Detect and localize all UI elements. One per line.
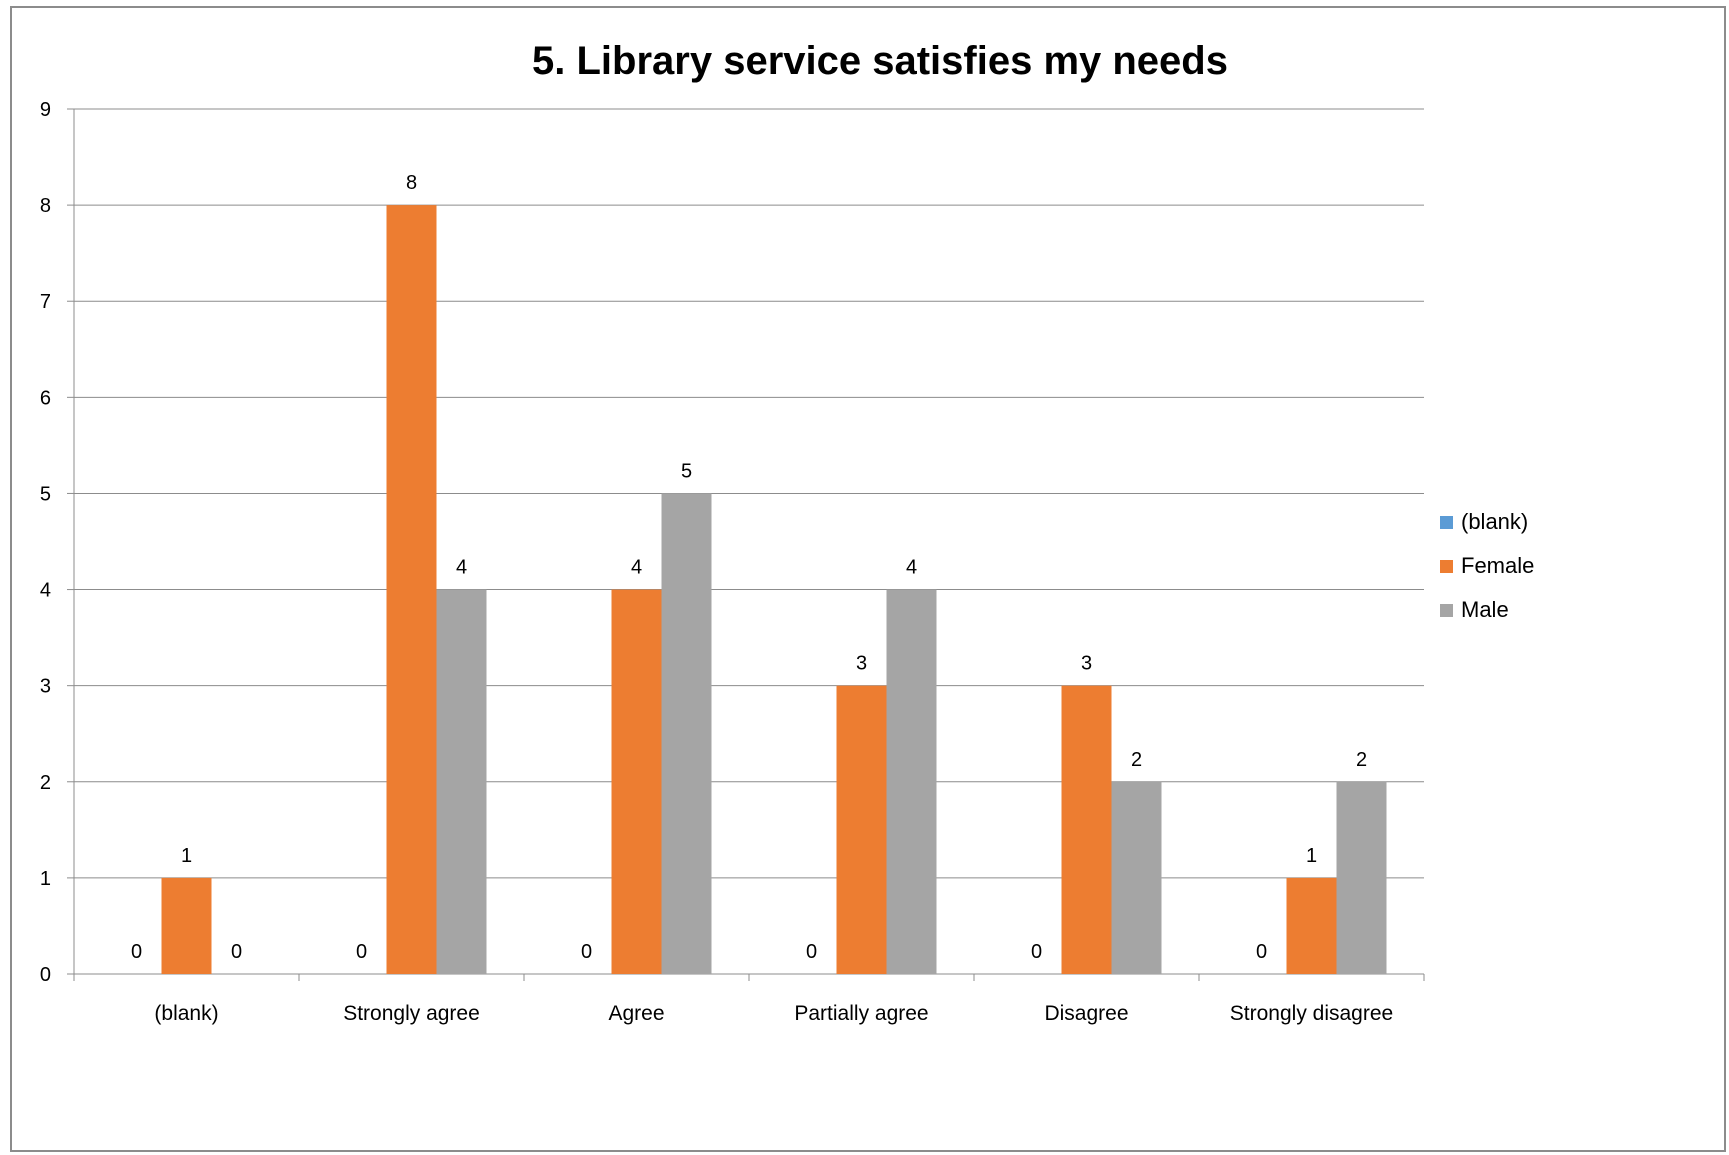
y-tick-label: 1 bbox=[40, 868, 51, 890]
category-label: Agree bbox=[608, 1002, 664, 1025]
bar bbox=[1061, 685, 1112, 974]
y-tick-label: 5 bbox=[40, 483, 51, 505]
y-tick-label: 0 bbox=[40, 964, 51, 986]
category-label: Strongly disagree bbox=[1230, 1002, 1393, 1025]
data-label: 3 bbox=[1081, 653, 1092, 675]
data-label: 4 bbox=[456, 557, 467, 579]
data-label: 8 bbox=[406, 172, 417, 194]
category-label: Strongly agree bbox=[343, 1002, 480, 1025]
bar bbox=[1286, 877, 1337, 974]
chart-title: 5. Library service satisfies my needs bbox=[532, 39, 1228, 83]
y-tick-label: 2 bbox=[40, 772, 51, 794]
data-label: 1 bbox=[181, 845, 192, 867]
data-label: 0 bbox=[581, 941, 592, 963]
data-label: 0 bbox=[131, 941, 142, 963]
y-tick-label: 4 bbox=[40, 580, 51, 602]
legend-label: Male bbox=[1461, 597, 1509, 622]
data-label: 2 bbox=[1131, 749, 1142, 771]
data-label: 0 bbox=[356, 941, 367, 963]
gridlines bbox=[74, 108, 1424, 879]
bar bbox=[1111, 781, 1162, 974]
legend-label: (blank) bbox=[1461, 509, 1528, 534]
data-label: 0 bbox=[1256, 941, 1267, 963]
bar bbox=[436, 589, 487, 974]
bar bbox=[386, 205, 437, 975]
data-label: 4 bbox=[631, 557, 642, 579]
category-label: Disagree bbox=[1044, 1002, 1128, 1025]
data-label: 0 bbox=[231, 941, 242, 963]
data-label: 2 bbox=[1356, 749, 1367, 771]
data-label: 5 bbox=[681, 460, 692, 482]
axes: 0 1 2 3 4 5 6 7 8 9 (blank) Strongly agree Agree Part… bbox=[40, 99, 1425, 1025]
category-label: (blank) bbox=[154, 1002, 218, 1025]
bar bbox=[886, 589, 937, 974]
legend-swatch bbox=[1440, 516, 1453, 529]
data-label: 3 bbox=[856, 653, 867, 675]
bar bbox=[161, 877, 212, 974]
legend-label: Female bbox=[1461, 553, 1534, 578]
bar bbox=[661, 493, 712, 974]
data-label: 0 bbox=[806, 941, 817, 963]
legend-swatch bbox=[1440, 604, 1453, 617]
bars bbox=[161, 205, 1387, 975]
legend: (blank) Female Male bbox=[1440, 509, 1534, 622]
bar bbox=[611, 589, 662, 974]
bar bbox=[836, 685, 887, 974]
data-labels: 0 1 0 0 8 4 0 4 5 0 3 4 0 3 2 0 1 2 bbox=[131, 172, 1367, 963]
data-label: 4 bbox=[906, 557, 917, 579]
chart-frame: 5. Library service satisfies my needs 0 1… bbox=[10, 6, 1726, 1152]
bar-chart: 5. Library service satisfies my needs 0 1… bbox=[40, 39, 1534, 1025]
category-label: Partially agree bbox=[794, 1002, 928, 1025]
y-tick-label: 6 bbox=[40, 387, 51, 409]
data-label: 0 bbox=[1031, 941, 1042, 963]
y-tick-label: 9 bbox=[40, 99, 51, 121]
bar bbox=[1336, 781, 1387, 974]
y-tick-label: 8 bbox=[40, 195, 51, 217]
y-tick-label: 3 bbox=[40, 676, 51, 698]
data-label: 1 bbox=[1306, 845, 1317, 867]
y-tick-label: 7 bbox=[40, 291, 51, 313]
legend-swatch bbox=[1440, 560, 1453, 573]
